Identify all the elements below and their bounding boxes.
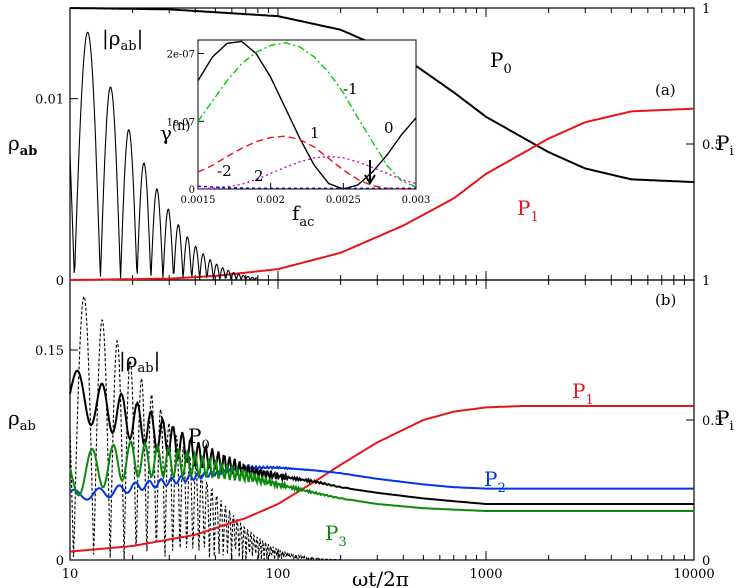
b-ytick-left-label: 0 bbox=[56, 554, 64, 569]
series-p1-line bbox=[70, 107, 695, 281]
a-ytick-right-label: 0.5 bbox=[702, 138, 723, 153]
inset-label-2: 2 bbox=[254, 167, 264, 185]
inset-label-1: 1 bbox=[310, 124, 320, 142]
inset-ytick-label: 0 bbox=[189, 185, 195, 196]
a-ytick-left-label: 0.01 bbox=[35, 93, 64, 108]
inset-series-1-line bbox=[197, 135, 416, 190]
inset-ytick-label: 1e-07 bbox=[167, 117, 195, 128]
series-rhoab-a-line bbox=[69, 31, 694, 282]
inset-ylabel: γ(n) bbox=[160, 119, 190, 145]
panel-b-ylabel-right: Pi bbox=[716, 406, 734, 434]
a-ytick-right-label: 1 bbox=[702, 2, 710, 17]
inset-xtick-label: 0.0025 bbox=[326, 195, 361, 206]
inset-series-0-line bbox=[197, 40, 417, 190]
x-tick-label: 10000 bbox=[673, 567, 714, 582]
inset-ytick-label: 2e-07 bbox=[167, 50, 195, 61]
inset-label-m1: -1 bbox=[343, 80, 358, 98]
inset-series bbox=[197, 40, 417, 190]
b-ytick-right-label: 1 bbox=[702, 274, 710, 289]
inset-xlabel: fac bbox=[292, 201, 314, 230]
b-ytick-left-label: 0.15 bbox=[35, 344, 64, 359]
label-a-rhoab: |ρab| bbox=[102, 26, 143, 54]
inset-label-0: 0 bbox=[384, 119, 394, 137]
label-b-p3: P3 bbox=[325, 521, 347, 550]
panel-b-title: (b) bbox=[655, 291, 676, 309]
inset-series-m1-line bbox=[197, 41, 417, 188]
b-ytick-right-label: 0 bbox=[702, 554, 710, 569]
label-b-p1: P1 bbox=[572, 379, 594, 408]
label-b-p0: P0 bbox=[188, 424, 210, 453]
panel-a-ylabel-left: ρab bbox=[8, 131, 37, 159]
x-tick-label: 100 bbox=[266, 567, 291, 582]
label-a-p0: P0 bbox=[490, 48, 512, 77]
a-ytick-left-label: 0 bbox=[56, 274, 64, 289]
series-rhoab-b-line bbox=[69, 295, 694, 562]
series-p3-line bbox=[69, 440, 694, 512]
b-ytick-right-label: 0.5 bbox=[702, 414, 723, 429]
label-b-p2: P2 bbox=[484, 467, 506, 496]
x-tick-label: 1000 bbox=[469, 567, 502, 582]
inset-xtick-label: 0.003 bbox=[402, 195, 431, 206]
series-p1-line bbox=[69, 405, 694, 553]
series-p2-line bbox=[69, 464, 694, 501]
panel-b-ticks: 0 0.15 0 0.5 1 10 100 1000 10000 bbox=[35, 274, 723, 582]
panel-b-series bbox=[69, 295, 694, 562]
inset-series-m2-line bbox=[197, 155, 417, 190]
inset-xtick-label: 0.0015 bbox=[181, 195, 216, 206]
x-tick-label: 10 bbox=[62, 567, 79, 582]
panel-b-ylabel-left: ρab bbox=[8, 406, 36, 434]
panel-a-title: (a) bbox=[655, 81, 676, 99]
inset-xtick-label: 0.002 bbox=[256, 195, 285, 206]
x-axis-label: ωt/2π bbox=[352, 567, 409, 588]
label-a-p1: P1 bbox=[517, 196, 539, 225]
inset-label-m2: -2 bbox=[217, 162, 232, 180]
label-b-rhoab: |ρab| bbox=[119, 348, 160, 376]
inset-series-2-line bbox=[197, 185, 416, 189]
series-p0-line bbox=[69, 369, 694, 505]
inset-arrow-icon bbox=[364, 160, 376, 185]
panel-a-ylabel-right: Pi bbox=[716, 131, 734, 159]
